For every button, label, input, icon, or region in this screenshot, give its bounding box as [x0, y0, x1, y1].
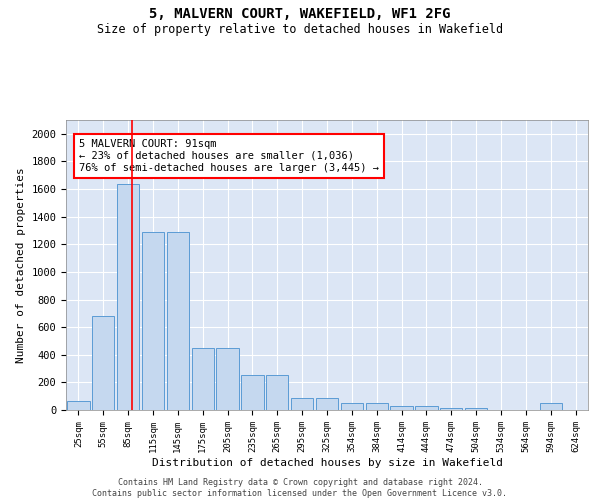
Text: Size of property relative to detached houses in Wakefield: Size of property relative to detached ho…: [97, 22, 503, 36]
X-axis label: Distribution of detached houses by size in Wakefield: Distribution of detached houses by size …: [151, 458, 503, 468]
Bar: [167, 232, 189, 410]
Bar: [440, 408, 463, 410]
Bar: [67, 401, 89, 410]
Text: Contains HM Land Registry data © Crown copyright and database right 2024.
Contai: Contains HM Land Registry data © Crown c…: [92, 478, 508, 498]
Bar: [391, 406, 413, 410]
Text: 5 MALVERN COURT: 91sqm
← 23% of detached houses are smaller (1,036)
76% of semi-: 5 MALVERN COURT: 91sqm ← 23% of detached…: [79, 140, 379, 172]
Bar: [217, 348, 239, 410]
Bar: [465, 408, 487, 410]
Bar: [142, 232, 164, 410]
Bar: [266, 376, 289, 410]
Text: 5, MALVERN COURT, WAKEFIELD, WF1 2FG: 5, MALVERN COURT, WAKEFIELD, WF1 2FG: [149, 8, 451, 22]
Bar: [291, 398, 313, 410]
Y-axis label: Number of detached properties: Number of detached properties: [16, 167, 26, 363]
Bar: [415, 406, 437, 410]
Bar: [316, 398, 338, 410]
Bar: [539, 403, 562, 410]
Bar: [191, 348, 214, 410]
Bar: [92, 316, 115, 410]
Bar: [241, 376, 263, 410]
Bar: [365, 403, 388, 410]
Bar: [341, 403, 363, 410]
Bar: [117, 184, 139, 410]
